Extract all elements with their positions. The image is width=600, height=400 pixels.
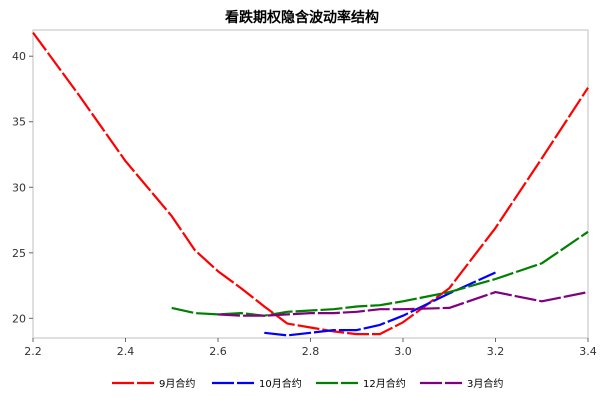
plot-area-frame — [32, 29, 589, 339]
x-tick-label: 3.2 — [487, 345, 505, 358]
legend-label-0: 9月合约 — [159, 377, 195, 390]
legend-label-3: 3月合约 — [467, 377, 503, 390]
x-tick-label: 2.8 — [302, 345, 320, 358]
chart-title: 看跌期权隐含波动率结构 — [224, 9, 379, 26]
series-layer — [32, 31, 589, 337]
series-line-1 — [264, 271, 496, 337]
x-tick-label: 2.6 — [209, 345, 227, 358]
y-tick-label: 35 — [12, 116, 26, 129]
y-tick-label: 20 — [12, 312, 26, 325]
x-tick-label: 3.0 — [394, 345, 412, 358]
x-tick-label: 2.4 — [117, 345, 135, 358]
x-tick-label: 2.2 — [24, 345, 42, 358]
series-line-3 — [217, 291, 589, 317]
y-tick-label: 25 — [12, 247, 26, 260]
legend: 9月合约 10月合约 12月合约 3月合约 — [112, 377, 503, 390]
y-tick-label: 40 — [12, 50, 26, 63]
series-line-0 — [32, 31, 589, 336]
legend-label-1: 10月合约 — [259, 377, 302, 390]
series-line-2 — [171, 230, 589, 317]
x-tick-label: 3.4 — [579, 345, 597, 358]
axis-layer: 2.2 2.4 2.6 2.8 3.0 3.2 3.4 20 25 30 35 40 — [12, 50, 597, 358]
y-tick-label: 30 — [12, 181, 26, 194]
legend-label-2: 12月合约 — [363, 377, 406, 390]
